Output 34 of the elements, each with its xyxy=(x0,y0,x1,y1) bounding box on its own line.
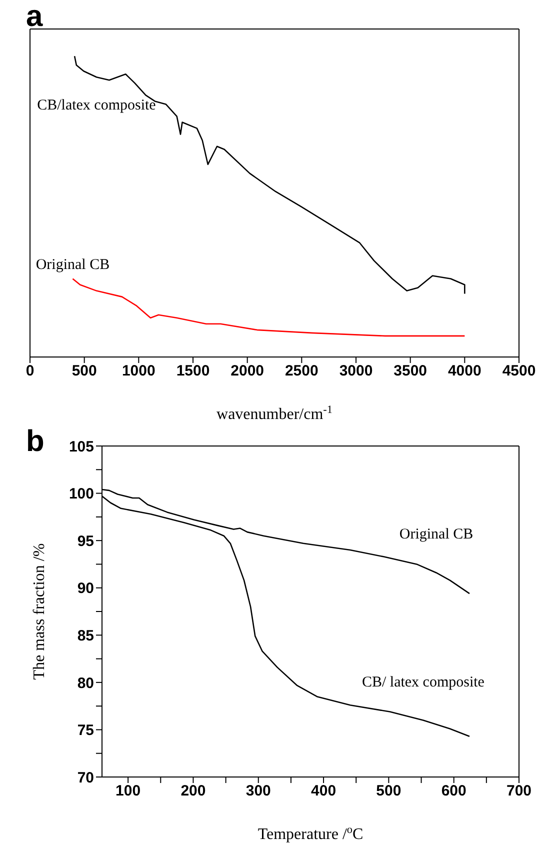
y-tick-label: 90 xyxy=(77,580,94,598)
x-tick-label: 500 xyxy=(72,362,97,380)
x-tick-label: 400 xyxy=(311,782,336,800)
y-tick-label: 75 xyxy=(77,722,94,740)
chart-title: b xyxy=(26,425,44,459)
y-tick-label: 85 xyxy=(77,627,94,644)
y-axis-title: The mass fraction /% xyxy=(31,543,48,680)
x-tick-label: 2500 xyxy=(284,362,318,380)
x-axis-title: Temperature /$^{o}$C xyxy=(258,824,364,843)
series-label: Original CB xyxy=(399,526,474,543)
series-label: CB/latex composite xyxy=(37,98,156,114)
y-tick-label: 95 xyxy=(77,532,94,550)
x-tick-label: 700 xyxy=(506,782,532,800)
x-tick-label: 3500 xyxy=(394,362,428,380)
x-tick-label: 600 xyxy=(441,782,466,800)
y-tick-label: 105 xyxy=(68,438,94,456)
x-tick-label: 1500 xyxy=(176,362,210,380)
x-tick-label: 4500 xyxy=(502,362,536,380)
y-tick-label: 80 xyxy=(77,674,94,692)
x-tick-label: 0 xyxy=(26,362,34,380)
chart-title: a xyxy=(26,0,43,34)
x-tick-label: 4000 xyxy=(448,362,482,380)
x-tick-label: 2000 xyxy=(230,362,264,380)
x-tick-label: 100 xyxy=(116,782,141,800)
x-tick-label: 300 xyxy=(246,782,271,800)
series-label: CB/ latex composite xyxy=(362,674,485,690)
x-tick-label: 200 xyxy=(180,782,206,800)
y-tick-label: 70 xyxy=(77,769,94,786)
x-tick-label: 500 xyxy=(376,782,402,800)
x-axis-title: wavenumber/cm$^{-1}$ xyxy=(216,404,332,423)
y-tick-label: 100 xyxy=(68,486,94,503)
x-tick-label: 1000 xyxy=(122,362,156,380)
series-label: Original CB xyxy=(36,256,110,273)
x-tick-label: 3000 xyxy=(339,362,373,380)
